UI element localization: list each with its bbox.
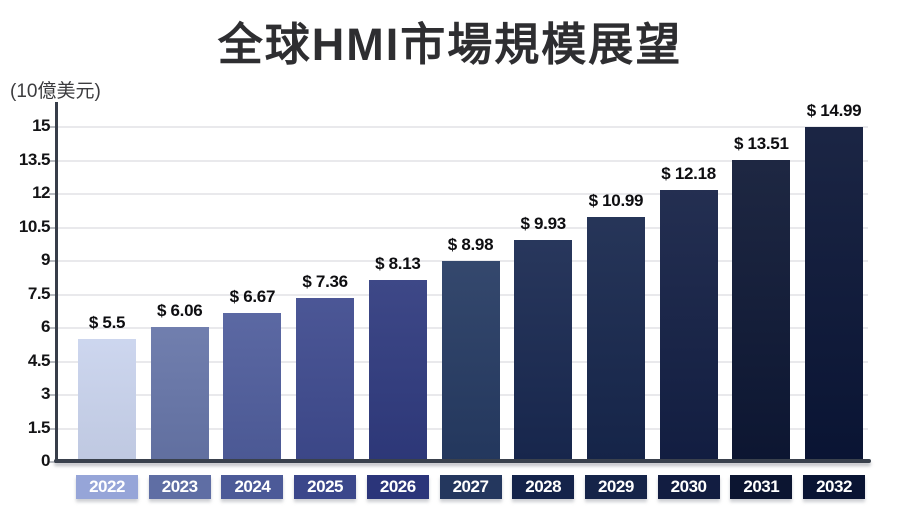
y-tick-label: 0 xyxy=(41,451,50,470)
bar-2025 xyxy=(296,297,355,462)
x-axis-label-2022: 2022 xyxy=(76,475,138,499)
y-tick-label: 6 xyxy=(41,317,50,336)
bar-2023 xyxy=(150,326,209,462)
bar-2030 xyxy=(659,189,718,462)
x-axis-label-2031: 2031 xyxy=(730,475,793,499)
y-tick-mark xyxy=(49,293,57,296)
gridline xyxy=(58,193,868,195)
x-axis-label-2024: 2024 xyxy=(221,475,284,499)
chart-title: 全球HMI市場規模展望 xyxy=(217,19,683,70)
y-tick-mark xyxy=(49,126,57,128)
x-axis-label-2023: 2023 xyxy=(148,475,211,499)
bar-2027 xyxy=(441,261,500,462)
x-axis-label-2029: 2029 xyxy=(584,475,647,499)
bar-value-label-2025: $ 7.36 xyxy=(302,271,348,291)
y-tick-mark xyxy=(49,159,57,162)
bar-value-label-2026: $ 8.13 xyxy=(375,254,421,274)
x-axis-label-2027: 2027 xyxy=(439,475,502,499)
bar-value-label-2023: $ 6.06 xyxy=(156,300,203,320)
y-tick-label: 10.5 xyxy=(18,216,51,236)
y-tick-mark xyxy=(49,260,57,262)
bar-2028 xyxy=(514,240,573,462)
y-axis-line xyxy=(55,102,58,463)
x-axis-label-2028: 2028 xyxy=(512,475,575,499)
gridline xyxy=(58,126,868,128)
y-tick-label: 9 xyxy=(41,250,50,269)
bar-2032 xyxy=(805,127,863,462)
bar-value-label-2022: $ 5.5 xyxy=(88,313,126,333)
y-tick-label: 1.5 xyxy=(27,417,51,437)
bar-2024 xyxy=(223,313,282,462)
x-axis-line xyxy=(54,459,871,463)
y-tick-mark xyxy=(49,360,57,363)
y-tick-mark xyxy=(49,461,57,463)
x-axis-label-2026: 2026 xyxy=(366,475,429,499)
y-tick-label: 15 xyxy=(32,116,50,135)
gridline xyxy=(58,260,868,262)
y-axis-unit-label: (10億美元) xyxy=(10,81,101,102)
bar-value-label-2029: $ 10.99 xyxy=(588,190,644,210)
y-tick-label: 12 xyxy=(32,183,50,202)
bar-2026 xyxy=(368,280,427,462)
gridline xyxy=(58,159,868,162)
y-tick-mark xyxy=(49,427,57,430)
y-tick-mark xyxy=(49,226,57,229)
y-tick-label: 3 xyxy=(41,384,50,403)
x-axis-label-2030: 2030 xyxy=(657,475,720,499)
bar-value-label-2027: $ 8.98 xyxy=(447,235,494,255)
bar-value-label-2028: $ 9.93 xyxy=(520,214,566,234)
bar-2022 xyxy=(78,339,136,462)
bar-value-label-2032: $ 14.99 xyxy=(806,101,862,121)
bar-2031 xyxy=(732,160,791,462)
y-tick-mark xyxy=(49,327,57,329)
y-tick-mark xyxy=(49,193,57,195)
x-axis-label-2032: 2032 xyxy=(803,475,865,499)
y-tick-mark xyxy=(49,394,57,396)
gridline xyxy=(58,226,868,229)
y-tick-label: 13.5 xyxy=(18,149,51,169)
bar-value-label-2031: $ 13.51 xyxy=(733,134,789,154)
bar-value-label-2024: $ 6.67 xyxy=(229,287,276,307)
bar-2029 xyxy=(586,216,645,462)
y-tick-label: 4.5 xyxy=(27,350,51,370)
bar-value-label-2030: $ 12.18 xyxy=(661,163,716,183)
y-tick-label: 7.5 xyxy=(27,283,51,303)
x-axis-label-2025: 2025 xyxy=(294,475,357,499)
